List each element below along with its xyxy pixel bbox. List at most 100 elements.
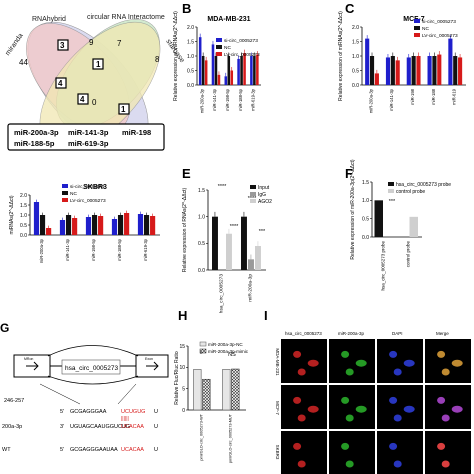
- bar-LV-circ_0005273: [374, 73, 379, 85]
- fish-row-label: SKBR3: [275, 445, 280, 460]
- legend-label: control probe: [396, 189, 425, 195]
- seq-row3: GCGAGGGAAUAA: [70, 447, 118, 453]
- significance-label: ****: [218, 184, 227, 190]
- panel-letter: I: [264, 308, 268, 323]
- bar-NC: [432, 56, 437, 85]
- chart-skbr3: 0.0 0.5 1.0 1.5 2.0 miR-200a-3p miR-141-3p miR-…: [9, 184, 160, 263]
- y-tick-label: 0.0: [198, 268, 205, 274]
- bar-LV-circ_0005273: [150, 216, 156, 235]
- legend-label: si-circ_0005273: [70, 184, 104, 190]
- seq-row3-prefix: 5': [60, 447, 64, 453]
- fish-image-tile: [377, 339, 423, 383]
- x-tick-label: miR-141-3p: [389, 88, 394, 111]
- legend-swatch: [216, 52, 222, 56]
- cell-signal: [345, 414, 354, 422]
- legend-label: miR-200a-3p-NC: [208, 342, 243, 347]
- cell-signal: [345, 460, 354, 468]
- cell-signal: [355, 359, 367, 367]
- x-tick-label: miR-198-5p: [225, 88, 230, 111]
- cell-signal: [393, 460, 402, 468]
- legend-swatch: [414, 26, 420, 30]
- significance-label: NS: [228, 352, 236, 358]
- legend-label: si-circ_0005273: [422, 19, 456, 25]
- bar-si-circ_0005273: [237, 58, 240, 85]
- venn-count: 7: [117, 39, 122, 48]
- y-tick-label: 0.5: [352, 68, 359, 74]
- bar-LV-circ_0005273: [72, 218, 78, 235]
- legend-swatch: [414, 33, 420, 37]
- x-tick-label: miR-200a-3p: [368, 88, 373, 113]
- y-tick-label: 1.0: [198, 214, 205, 220]
- legend-label: NC: [224, 45, 231, 51]
- backsplice-arc: [47, 375, 139, 385]
- bar-miR-200a-3p-mimic: [202, 378, 211, 411]
- venn-panel: RNAhybrid circular RNA Interactome miran…: [4, 14, 186, 151]
- bar-LV-circ_0005273: [46, 228, 52, 235]
- binding-bars: ||||||: [121, 416, 129, 422]
- y-tick-label: 1.0: [187, 54, 194, 60]
- bar-NC: [411, 56, 416, 85]
- seq-row2-suffix: U: [154, 424, 158, 430]
- cell-signal: [393, 368, 402, 376]
- venn-label-rnahybrid: RNAhybrid: [32, 16, 66, 23]
- y-axis-label: Relative expression of miR-200a-3p(2^-ΔΔ…: [350, 159, 356, 260]
- cell-signal: [389, 350, 398, 358]
- bar-LV-circ_0005273: [124, 213, 130, 235]
- circ-label-box: [61, 359, 121, 375]
- chart-rip-ago2: 0.0 0.5 1.0 1.5 hsa_circ_0005273 miR-200a-3p R…: [182, 184, 272, 313]
- bar-si-circ_0005273: [33, 202, 40, 235]
- bar-si-circ_0005273: [385, 57, 391, 85]
- fish-col-label: Merge: [436, 331, 449, 336]
- fish-image-tile: [329, 385, 375, 429]
- bar-LV-circ_0005273: [98, 216, 104, 235]
- y-axis-label: Relative Fluc/Rluc Ratio: [174, 351, 180, 405]
- x-tick-label: control probe: [406, 241, 411, 268]
- venn-count: 4: [58, 79, 63, 88]
- legend-label: LV-circ_0005273: [422, 33, 458, 39]
- legend-label: Input: [258, 185, 270, 191]
- x-tick-label: miR-188-5p: [117, 238, 122, 261]
- fish-image-grid: hsa_circ_0005273 miR-200a-3p DAPI Merge …: [275, 331, 471, 474]
- significance-label: ****: [230, 224, 239, 230]
- panel-letter-g: G: [0, 321, 9, 335]
- exon-label: Exon: [145, 357, 153, 361]
- chart-mcf-7: 0.0 0.5 1.0 1.5 2.0 miR-200a-3p miR-141-3p miR-…: [338, 11, 466, 113]
- y-tick-label: 2.0: [20, 193, 27, 199]
- legend-label: LV-circ_0005273: [70, 198, 106, 204]
- bar-NC: [227, 56, 231, 85]
- bar-IgG: [248, 259, 254, 270]
- bar-LV-circ_0005273: [256, 54, 259, 85]
- bar-si-circ_0005273: [365, 38, 370, 85]
- seq-row1: GCGAGGGAA: [70, 409, 107, 415]
- legend-swatch: [250, 199, 256, 203]
- legend-swatch: [388, 189, 394, 193]
- cell-signal: [297, 414, 306, 422]
- y-tick-label: 5: [182, 386, 185, 392]
- cell-signal: [307, 359, 319, 367]
- cell-signal: [293, 396, 302, 404]
- y-axis-label: miRNAs(2^-ΔΔct): [9, 195, 15, 234]
- y-tick-label: 0.5: [20, 223, 27, 229]
- exon-arrow: [146, 361, 159, 371]
- seq-row2-prefix: 3': [60, 424, 64, 430]
- cell-signal: [307, 405, 319, 413]
- seq-row1-prefix: 5': [60, 409, 64, 415]
- fish-image-tile: [425, 385, 471, 429]
- y-tick-label: 1.5: [362, 180, 369, 186]
- cell-signal: [437, 442, 446, 450]
- legend-swatch: [414, 19, 420, 23]
- y-tick-label: 0.5: [187, 68, 194, 74]
- cell-signal: [393, 414, 402, 422]
- venn-count: 9: [89, 38, 94, 47]
- bar-LV-circ_0005273: [416, 56, 421, 85]
- bar-AGO2: [255, 246, 261, 270]
- venn-mir: miR-188-5p: [14, 139, 55, 148]
- y-tick-label: 10: [179, 365, 185, 371]
- bar-LV-circ_0005273: [217, 74, 221, 85]
- cell-signal: [437, 350, 446, 358]
- x-tick-label: miR-200a-3p: [248, 274, 254, 302]
- y-tick-label: 2.0: [352, 25, 359, 31]
- x-tick-label: pmirGLO-circ_0005273-MUT: [229, 413, 233, 463]
- x-tick-label: miR-200a-3p: [199, 88, 204, 113]
- fish-image-tile: [281, 431, 327, 474]
